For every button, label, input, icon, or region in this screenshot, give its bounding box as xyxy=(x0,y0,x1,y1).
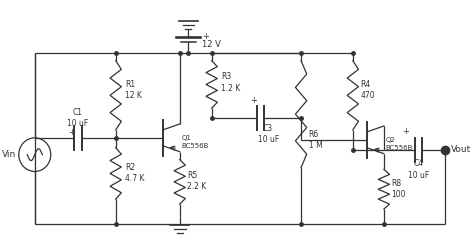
Text: R5
2.2 K: R5 2.2 K xyxy=(187,171,207,191)
Text: +: + xyxy=(402,127,409,136)
Text: Q1
BC556B: Q1 BC556B xyxy=(182,135,209,148)
Text: +: + xyxy=(202,33,209,41)
Text: R6
1 M: R6 1 M xyxy=(309,130,322,150)
Text: 12 V: 12 V xyxy=(202,41,221,49)
Text: C4
10 uF: C4 10 uF xyxy=(408,159,429,180)
Text: +: + xyxy=(250,96,256,105)
Text: C3
10 uF: C3 10 uF xyxy=(257,124,279,144)
Text: R8
100: R8 100 xyxy=(392,179,406,199)
Text: Vin: Vin xyxy=(2,150,16,159)
Text: R3
1.2 K: R3 1.2 K xyxy=(221,72,240,93)
Text: R1
12 K: R1 12 K xyxy=(125,80,142,101)
Text: R2
4.7 K: R2 4.7 K xyxy=(125,163,145,184)
Text: R4
470: R4 470 xyxy=(360,80,375,101)
Text: +: + xyxy=(68,128,75,137)
Text: C1
10 uF: C1 10 uF xyxy=(67,108,89,128)
Text: Q2
BC556B: Q2 BC556B xyxy=(386,137,413,150)
Text: Vout: Vout xyxy=(451,145,471,154)
